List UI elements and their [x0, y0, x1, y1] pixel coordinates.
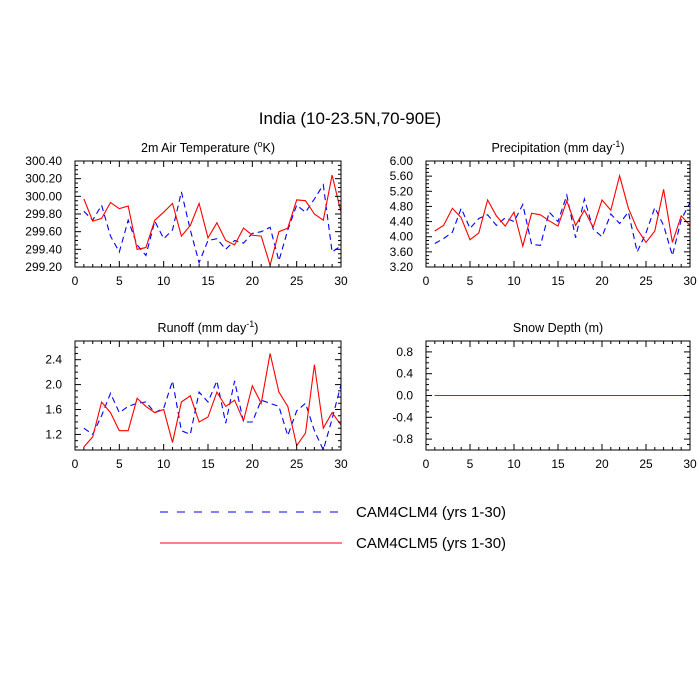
- y-tick-label: 300.20: [25, 172, 62, 186]
- x-tick-label: 25: [290, 274, 304, 288]
- panel-title: Snow Depth (m): [513, 321, 603, 335]
- plot-frame: [74, 160, 342, 268]
- x-tick-label: 20: [246, 274, 260, 288]
- panel-title: Precipitation (mm day-1): [491, 139, 624, 155]
- series-group: [83, 353, 341, 450]
- series-line-cam4clm4: [83, 183, 341, 265]
- x-tick-label: 20: [595, 274, 609, 288]
- y-tick-label: 2.0: [45, 378, 62, 392]
- panel-4: Snow Depth (m) 0 5 10 15 20 25 30 -0.8 -0.4 0.0 0.4…: [392, 321, 697, 471]
- y-tick-label: 1.6: [45, 403, 62, 417]
- y-tick-label: 2.4: [45, 353, 62, 367]
- panel-title-main: Snow Depth (m): [513, 321, 603, 335]
- y-tick-label: 6.00: [390, 154, 414, 168]
- series-line-cam4clm5: [83, 174, 341, 267]
- x-tick-label: 10: [507, 274, 521, 288]
- figure-title: India (10-23.5N,70-90E): [259, 109, 441, 128]
- x-tick-label: 5: [116, 274, 123, 288]
- y-tick-label: 299.60: [25, 225, 62, 239]
- x-tick-label: 0: [423, 274, 430, 288]
- y-tick-label: 0.8: [396, 345, 413, 359]
- x-tick-label: 15: [201, 457, 215, 471]
- x-tick-label: 5: [116, 457, 123, 471]
- x-tick-label: 10: [157, 457, 171, 471]
- series-line-cam4clm5: [83, 353, 341, 448]
- x-tick-label: 25: [639, 457, 653, 471]
- plot-frame: [74, 340, 342, 451]
- x-tick-label: 0: [72, 457, 79, 471]
- panel-2: Precipitation (mm day-1) 0 5 10 15 20 25 30 3.20…: [390, 139, 697, 288]
- x-tick-label: 10: [507, 457, 521, 471]
- x-tick-label: 10: [157, 274, 171, 288]
- x-tick-label: 25: [639, 274, 653, 288]
- y-tick-label: 0.4: [396, 367, 413, 381]
- panel-3: Runoff (mm day-1) 0 5 10 15 20 25 30 1.2 1.6 2.0 2.…: [45, 319, 348, 471]
- y-tick-label: 4.80: [390, 199, 414, 213]
- y-tick-label: 299.40: [25, 242, 62, 256]
- x-tick-label: 25: [290, 457, 304, 471]
- panel-title-main: Runoff (mm day: [158, 321, 247, 335]
- plot-frame: [425, 160, 691, 268]
- y-tick-label: 3.20: [390, 260, 414, 274]
- x-tick-label: 15: [201, 274, 215, 288]
- panel-title-main: 2m Air Temperature (: [141, 141, 258, 155]
- panel-title-superscript: -1: [246, 319, 254, 329]
- x-tick-label: 30: [683, 274, 697, 288]
- panel-title-end: ): [620, 141, 624, 155]
- panel-title-superscript: -1: [612, 139, 620, 149]
- panel-1: 2m Air Temperature (oK) 0 5 10 15 20 25 30 299.2…: [25, 139, 348, 288]
- y-tick-label: 299.80: [25, 207, 62, 221]
- y-tick-label: 5.20: [390, 184, 414, 198]
- panel-title-main: Precipitation (mm day: [491, 141, 613, 155]
- y-tick-label: 4.00: [390, 230, 414, 244]
- panel-title-end: K): [263, 141, 276, 155]
- x-tick-label: 0: [72, 274, 79, 288]
- y-tick-label: 300.00: [25, 189, 62, 203]
- x-tick-label: 5: [467, 274, 474, 288]
- x-tick-label: 0: [423, 457, 430, 471]
- x-tick-label: 30: [334, 274, 348, 288]
- y-tick-label: 299.20: [25, 260, 62, 274]
- y-tick-label: 0.0: [396, 389, 413, 403]
- series-line-cam4clm4: [434, 192, 690, 258]
- x-tick-label: 15: [551, 457, 565, 471]
- legend: CAM4CLM4 (yrs 1-30) CAM4CLM5 (yrs 1-30): [160, 504, 506, 552]
- panel-title: Runoff (mm day-1): [158, 319, 259, 335]
- x-tick-label: 20: [595, 457, 609, 471]
- series-line-cam4clm4: [83, 379, 341, 450]
- y-tick-label: -0.4: [392, 410, 413, 424]
- x-tick-label: 15: [551, 274, 565, 288]
- series-group: [434, 173, 690, 258]
- x-tick-label: 20: [246, 457, 260, 471]
- series-line-cam4clm5: [434, 173, 690, 249]
- y-tick-label: 3.60: [390, 245, 414, 259]
- x-tick-label: 30: [334, 457, 348, 471]
- panels: 2m Air Temperature (oK) 0 5 10 15 20 25 30 299.2…: [25, 139, 697, 471]
- x-tick-label: 30: [683, 457, 697, 471]
- y-tick-label: 1.2: [45, 427, 62, 441]
- panel-title-end: ): [254, 321, 258, 335]
- y-tick-label: 4.40: [390, 215, 414, 229]
- y-tick-label: 300.40: [25, 154, 62, 168]
- x-tick-label: 5: [467, 457, 474, 471]
- panel-title-superscript: o: [257, 139, 262, 149]
- legend-label: CAM4CLM4 (yrs 1-30): [356, 504, 506, 521]
- y-tick-label: -0.8: [392, 432, 413, 446]
- legend-label: CAM4CLM5 (yrs 1-30): [356, 535, 506, 552]
- series-group: [83, 174, 341, 267]
- y-tick-label: 5.60: [390, 169, 414, 183]
- panel-title: 2m Air Temperature (oK): [141, 139, 275, 155]
